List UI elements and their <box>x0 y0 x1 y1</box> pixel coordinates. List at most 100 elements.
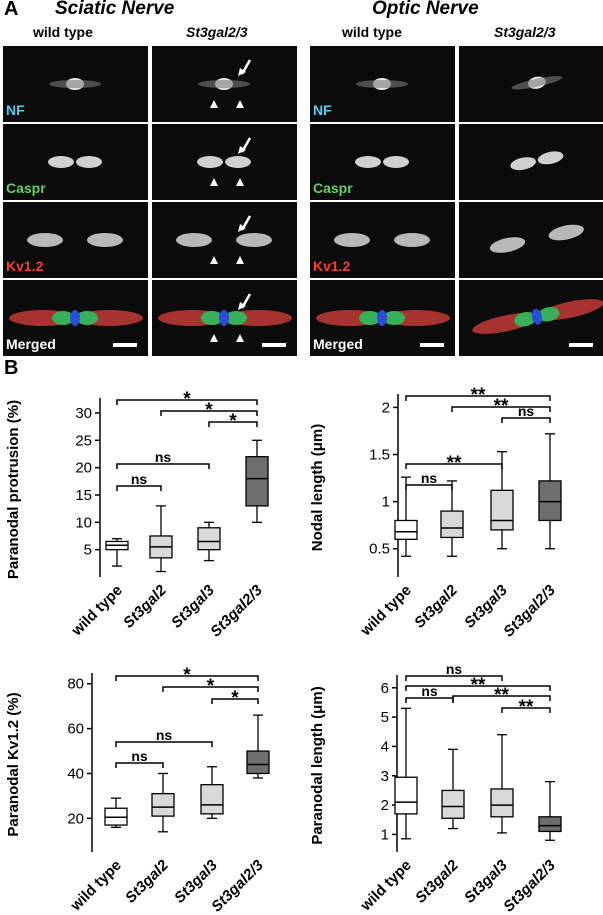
caspr-signal-right <box>225 311 247 325</box>
micrograph-tile <box>459 124 603 200</box>
box-3 <box>197 521 221 562</box>
x-tick-label: St3gal2 <box>411 581 461 631</box>
caspr-signal-left <box>48 156 74 168</box>
panel-a-letter: A <box>4 0 19 20</box>
micrograph-image <box>334 233 430 247</box>
bracket-line <box>115 675 259 681</box>
micrograph-image <box>355 156 409 168</box>
x-tick-label: wild type <box>68 582 126 640</box>
box-body <box>200 784 224 815</box>
bracket-line <box>116 485 162 491</box>
significance-bracket: ** <box>405 385 551 406</box>
axon-signal <box>356 78 408 90</box>
micrograph-tile: NF <box>310 46 455 122</box>
significance-bracket: ** <box>405 453 503 474</box>
y-tick-label: 5 <box>84 542 92 559</box>
channel-label: Kv1.2 <box>6 258 44 274</box>
significance-label: * <box>231 688 239 709</box>
micrograph-tile <box>152 280 297 356</box>
box-2 <box>441 748 465 830</box>
micrograph-image <box>197 137 252 186</box>
kv12-signal-right <box>548 224 584 241</box>
scale-bar <box>420 343 444 347</box>
box-body <box>197 527 221 551</box>
y-tick-label: 25 <box>75 432 92 449</box>
significance-label: * <box>205 400 213 421</box>
box-body <box>538 816 562 833</box>
y-tick-label: 2 <box>382 399 390 416</box>
box-body <box>394 776 418 815</box>
significance-bracket: ns <box>115 727 213 747</box>
micrograph-tile <box>152 202 297 278</box>
channel-label: NF <box>6 102 25 118</box>
caspr-signal-left <box>510 157 536 171</box>
micrograph-tile: Caspr <box>310 124 455 200</box>
micrograph-tile: Kv1.2 <box>310 202 455 278</box>
y-tick-label: 1.5 <box>369 447 390 464</box>
significance-label: ns <box>421 683 438 699</box>
column-label-optic-mutant: St3gal2/3 <box>494 24 556 40</box>
channel-label: Merged <box>6 336 56 352</box>
axon-signal <box>510 151 564 171</box>
bracket-line <box>115 762 164 768</box>
arrowhead-icon <box>210 178 218 186</box>
box-body <box>245 456 269 507</box>
bracket-line <box>501 707 551 713</box>
significance-label: ** <box>494 685 509 706</box>
y-tick-label: 20 <box>75 460 92 477</box>
box-body <box>151 793 175 817</box>
significance-label: ns <box>518 403 535 419</box>
kv12-signal-left <box>489 237 526 253</box>
axon-signal <box>489 224 584 253</box>
box-body <box>538 480 562 522</box>
significance-bracket: ** <box>452 685 551 706</box>
box-4 <box>538 433 562 550</box>
kv12-signal-left <box>334 233 370 247</box>
significance-bracket: * <box>208 411 258 432</box>
significance-label: ** <box>471 675 486 696</box>
channel-label: Kv1.2 <box>313 258 351 274</box>
scale-bar <box>113 343 137 347</box>
nf-signal-node <box>377 310 387 326</box>
box-1 <box>394 476 418 557</box>
scale-bar <box>569 343 593 347</box>
scale-bar <box>262 343 286 347</box>
box-2 <box>440 480 464 557</box>
micrograph-tile <box>459 202 603 278</box>
micrograph-image <box>158 293 292 347</box>
arrowhead-icon <box>210 100 218 108</box>
significance-label: ns <box>156 727 173 743</box>
significance-bracket: ns <box>405 470 453 490</box>
significance-bracket: * <box>160 400 258 421</box>
x-tick-label: wild type <box>357 857 415 915</box>
micrograph-tile <box>459 280 603 356</box>
arrow-head-icon <box>238 224 246 232</box>
axon-signal <box>511 76 563 90</box>
significance-bracket: ns <box>116 449 210 469</box>
micrograph-tile <box>459 46 603 122</box>
micrograph-image <box>176 215 272 264</box>
paranodal-kv12-boxplot: 20 40 60 80 Paranodal Kv1.2 (%) wild typeSt3g… <box>5 665 270 915</box>
x-tick-label: St3gal2 <box>120 581 170 631</box>
caspr-signal-left <box>355 156 381 168</box>
significance-label: ns <box>131 748 148 764</box>
significance-bracket: * <box>115 665 259 686</box>
x-tick-label: wild type <box>67 857 125 915</box>
micrograph-image <box>48 156 102 168</box>
bracket-line <box>405 484 453 490</box>
caspr-signal-right <box>383 311 405 325</box>
bracket-line <box>116 399 258 405</box>
box-2 <box>149 505 173 573</box>
box-body <box>440 510 464 539</box>
y-tick-label: 4 <box>381 738 389 755</box>
significance-label: ns <box>421 470 438 486</box>
significance-label: * <box>207 676 215 697</box>
bracket-line <box>211 698 259 704</box>
x-tick-label: St3gal2 <box>122 856 172 906</box>
box-body <box>490 489 514 531</box>
box-3 <box>490 451 514 550</box>
axon-signal <box>49 78 101 90</box>
y-tick-label: 60 <box>67 721 84 738</box>
nf-signal-node <box>219 310 229 326</box>
